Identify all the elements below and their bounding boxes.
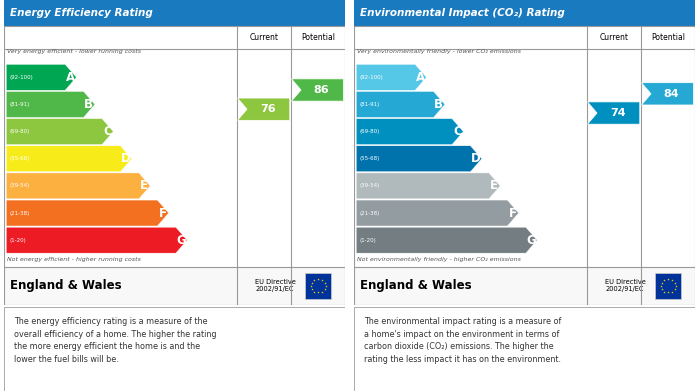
Text: (1-20): (1-20)	[360, 238, 377, 243]
Polygon shape	[356, 91, 445, 117]
Polygon shape	[237, 98, 290, 120]
Polygon shape	[356, 173, 500, 199]
Text: 84: 84	[664, 89, 679, 99]
Text: Potential: Potential	[301, 33, 335, 42]
Text: 74: 74	[610, 108, 626, 118]
Text: England & Wales: England & Wales	[10, 280, 122, 292]
Text: F: F	[509, 206, 517, 219]
Text: D: D	[121, 152, 131, 165]
Text: (92-100): (92-100)	[360, 75, 384, 80]
Bar	[4, 26, 345, 49]
Text: D: D	[471, 152, 481, 165]
Text: G: G	[526, 234, 536, 247]
Polygon shape	[356, 118, 463, 145]
Polygon shape	[356, 146, 482, 172]
Text: EU Directive
2002/91/EC: EU Directive 2002/91/EC	[605, 280, 645, 292]
Text: B: B	[435, 98, 443, 111]
Text: B: B	[85, 98, 93, 111]
Text: A: A	[66, 71, 75, 84]
Bar	[305, 273, 331, 299]
Text: Current: Current	[600, 33, 629, 42]
Polygon shape	[6, 118, 113, 145]
Text: F: F	[159, 206, 167, 219]
Text: A: A	[416, 71, 425, 84]
Text: (1-20): (1-20)	[10, 238, 27, 243]
Polygon shape	[356, 200, 519, 226]
Text: The environmental impact rating is a measure of
a home's impact on the environme: The environmental impact rating is a mea…	[364, 317, 561, 364]
Text: Potential: Potential	[651, 33, 685, 42]
Text: (21-38): (21-38)	[10, 210, 30, 215]
Text: Environmental Impact (CO₂) Rating: Environmental Impact (CO₂) Rating	[360, 8, 565, 18]
Text: (81-91): (81-91)	[10, 102, 30, 107]
Text: (39-54): (39-54)	[360, 183, 380, 188]
Polygon shape	[641, 83, 694, 105]
Polygon shape	[6, 65, 76, 90]
Text: C: C	[103, 125, 112, 138]
Text: 86: 86	[314, 85, 329, 95]
Bar	[354, 0, 695, 26]
Text: 76: 76	[260, 104, 276, 114]
Bar	[4, 267, 345, 305]
Bar	[354, 26, 695, 49]
Text: (55-68): (55-68)	[360, 156, 380, 161]
Text: (69-80): (69-80)	[10, 129, 30, 134]
Text: E: E	[140, 179, 148, 192]
Bar	[4, 0, 345, 26]
Polygon shape	[291, 79, 344, 101]
Text: (21-38): (21-38)	[360, 210, 380, 215]
Text: EU Directive
2002/91/EC: EU Directive 2002/91/EC	[255, 280, 295, 292]
Polygon shape	[587, 102, 640, 124]
Polygon shape	[356, 227, 537, 253]
Polygon shape	[356, 65, 426, 90]
Text: Energy Efficiency Rating: Energy Efficiency Rating	[10, 8, 153, 18]
Bar	[354, 267, 695, 305]
Text: (69-80): (69-80)	[360, 129, 380, 134]
Text: (55-68): (55-68)	[10, 156, 30, 161]
Bar	[655, 273, 681, 299]
Text: (92-100): (92-100)	[10, 75, 34, 80]
Text: Very energy efficient - lower running costs: Very energy efficient - lower running co…	[7, 49, 141, 54]
Text: The energy efficiency rating is a measure of the
overall efficiency of a home. T: The energy efficiency rating is a measur…	[14, 317, 216, 364]
Polygon shape	[6, 227, 187, 253]
Text: G: G	[176, 234, 186, 247]
Text: Not environmentally friendly - higher CO₂ emissions: Not environmentally friendly - higher CO…	[357, 257, 521, 262]
Polygon shape	[6, 173, 150, 199]
Text: C: C	[453, 125, 462, 138]
Text: E: E	[490, 179, 498, 192]
Text: Not energy efficient - higher running costs: Not energy efficient - higher running co…	[7, 257, 141, 262]
Text: (81-91): (81-91)	[360, 102, 380, 107]
Polygon shape	[6, 91, 95, 117]
Text: Very environmentally friendly - lower CO₂ emissions: Very environmentally friendly - lower CO…	[357, 49, 521, 54]
Text: England & Wales: England & Wales	[360, 280, 472, 292]
Polygon shape	[6, 200, 169, 226]
Text: Current: Current	[250, 33, 279, 42]
Text: (39-54): (39-54)	[10, 183, 30, 188]
Polygon shape	[6, 146, 132, 172]
